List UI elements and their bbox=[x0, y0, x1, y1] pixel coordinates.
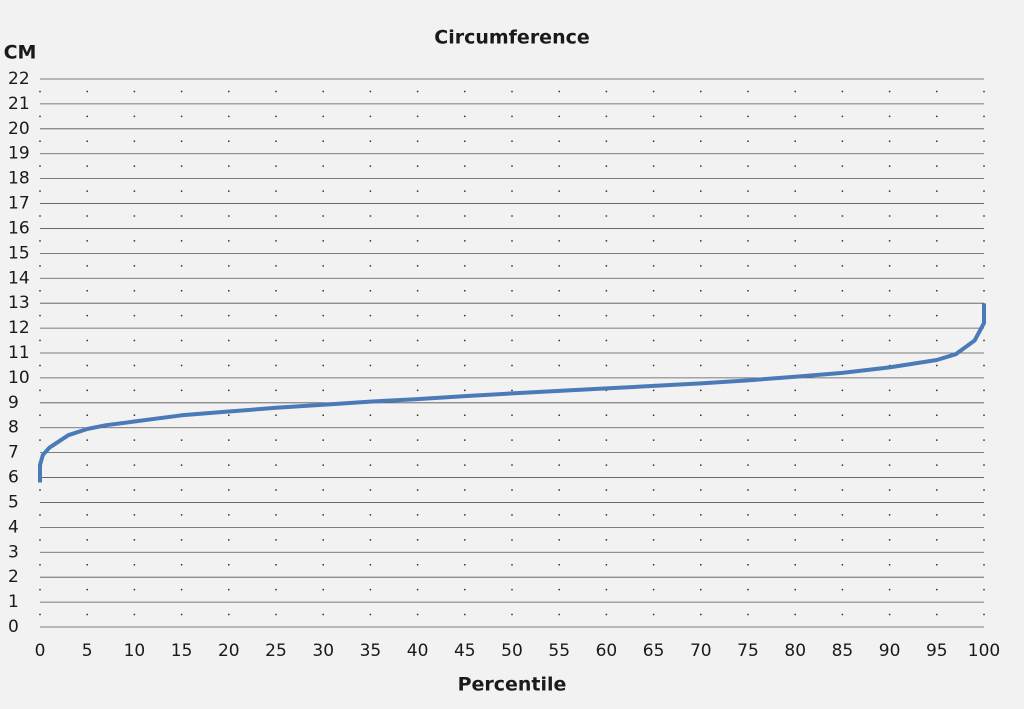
y-tick-label: 22 bbox=[8, 69, 30, 89]
y-tick-label: 8 bbox=[8, 418, 19, 438]
y-tick-label: 21 bbox=[8, 94, 30, 114]
x-tick-label: 30 bbox=[312, 641, 334, 661]
chart-title: Circumference bbox=[434, 27, 590, 49]
x-tick-label: 35 bbox=[360, 641, 382, 661]
x-tick-label: 70 bbox=[690, 641, 712, 661]
y-tick-label: 20 bbox=[8, 119, 30, 139]
data-line bbox=[38, 303, 986, 483]
x-tick-label: 85 bbox=[832, 641, 854, 661]
x-tick-label: 55 bbox=[548, 641, 570, 661]
y-tick-label: 13 bbox=[8, 293, 30, 313]
y-tick-label: 7 bbox=[8, 443, 19, 463]
y-tick-label: 3 bbox=[8, 542, 19, 562]
y-tick-label: 11 bbox=[8, 343, 30, 363]
x-tick-label: 0 bbox=[35, 641, 46, 661]
x-tick-label: 75 bbox=[737, 641, 759, 661]
y-tick-label: 1 bbox=[8, 592, 19, 612]
y-tick-label: 12 bbox=[8, 318, 30, 338]
x-tick-label: 10 bbox=[124, 641, 146, 661]
x-tick-label: 100 bbox=[968, 641, 1000, 661]
y-tick-label: 10 bbox=[8, 368, 30, 388]
y-tick-label: 16 bbox=[8, 218, 30, 238]
x-tick-label: 20 bbox=[218, 641, 240, 661]
x-tick-label: 40 bbox=[407, 641, 429, 661]
y-tick-label: 5 bbox=[8, 492, 19, 512]
y-tick-label: 9 bbox=[8, 393, 19, 413]
y-tick-label: 18 bbox=[8, 169, 30, 189]
y-tick-label: 17 bbox=[8, 194, 30, 214]
x-tick-label: 95 bbox=[926, 641, 948, 661]
y-tick-label: 15 bbox=[8, 243, 30, 263]
y-tick-label: 0 bbox=[8, 617, 19, 637]
x-tick-label: 90 bbox=[879, 641, 901, 661]
x-tick-label: 45 bbox=[454, 641, 476, 661]
x-tick-label: 60 bbox=[596, 641, 618, 661]
y-tick-label: 4 bbox=[8, 517, 19, 537]
x-tick-label: 65 bbox=[643, 641, 665, 661]
y-tick-label: 19 bbox=[8, 144, 30, 164]
y-tick-label: 6 bbox=[8, 468, 19, 488]
y-tick-label: 2 bbox=[8, 567, 19, 587]
x-tick-label: 50 bbox=[501, 641, 523, 661]
y-tick-label: 14 bbox=[8, 268, 30, 288]
x-tick-label: 80 bbox=[784, 641, 806, 661]
y-axis-label: CM bbox=[4, 42, 37, 64]
x-tick-label: 15 bbox=[171, 641, 193, 661]
x-axis-label: Percentile bbox=[458, 674, 567, 696]
x-tick-label: 25 bbox=[265, 641, 287, 661]
x-tick-label: 5 bbox=[82, 641, 93, 661]
